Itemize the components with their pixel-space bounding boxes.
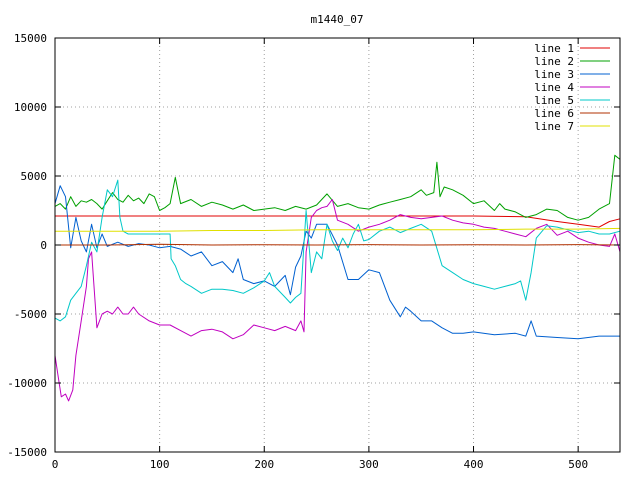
y-tick-label: 5000 bbox=[21, 170, 48, 183]
series-line-6 bbox=[55, 243, 621, 246]
legend-label-2: line 2 bbox=[534, 55, 574, 68]
x-tick-label: 500 bbox=[568, 458, 588, 471]
x-tick-label: 100 bbox=[150, 458, 170, 471]
x-tick-label: 0 bbox=[52, 458, 59, 471]
legend-label-6: line 6 bbox=[534, 107, 574, 120]
series-layer bbox=[54, 154, 621, 402]
x-tick-label: 300 bbox=[359, 458, 379, 471]
y-tick-label: -15000 bbox=[7, 446, 47, 459]
legend-label-7: line 7 bbox=[534, 120, 574, 133]
series-line-2 bbox=[54, 154, 621, 221]
series-line-7 bbox=[55, 227, 621, 232]
y-tick-label: 0 bbox=[40, 239, 47, 252]
series-line-1 bbox=[55, 215, 621, 228]
chart-title: m1440_07 bbox=[311, 13, 364, 26]
legend-label-4: line 4 bbox=[534, 81, 574, 94]
series-line-5 bbox=[54, 179, 621, 322]
legend-label-1: line 1 bbox=[534, 42, 574, 55]
grid-lines bbox=[55, 38, 620, 452]
legend-label-3: line 3 bbox=[534, 68, 574, 81]
series-line-4 bbox=[54, 199, 621, 402]
x-tick-label: 400 bbox=[464, 458, 484, 471]
y-tick-label: -10000 bbox=[7, 377, 47, 390]
legend-label-5: line 5 bbox=[534, 94, 574, 107]
y-tick-label: 15000 bbox=[14, 32, 47, 45]
series-line-3 bbox=[54, 185, 620, 340]
y-axis: -15000 -10000 -5000 0 5000 10000 15000 bbox=[7, 32, 620, 459]
x-tick-label: 200 bbox=[254, 458, 274, 471]
y-tick-label: -5000 bbox=[14, 308, 47, 321]
x-axis: 0 100 200 300 400 500 bbox=[52, 38, 588, 471]
y-tick-label: 10000 bbox=[14, 101, 47, 114]
